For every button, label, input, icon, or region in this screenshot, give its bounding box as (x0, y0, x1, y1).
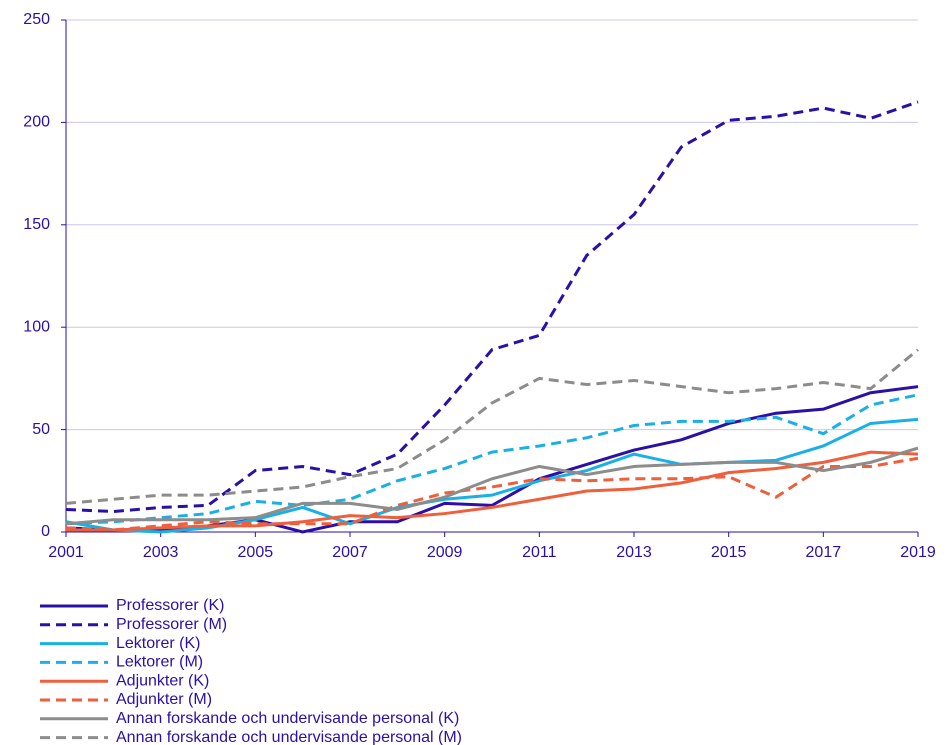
x-tick-label: 2015 (711, 544, 747, 561)
legend-label: Lektorer (K) (116, 635, 200, 652)
series-line (65, 348, 919, 505)
legend-label: Professorer (M) (116, 616, 227, 633)
y-tick-label: 50 (32, 421, 50, 438)
series-line (66, 450, 919, 532)
x-tick-label: 2017 (806, 544, 842, 561)
x-tick-label: 2011 (522, 544, 557, 561)
legend-label: Adjunkter (M) (116, 691, 212, 708)
x-tick-label: 2001 (48, 544, 84, 561)
x-tick-label: 2013 (616, 544, 652, 561)
x-tick-label: 2003 (143, 544, 179, 561)
x-tick-label: 2019 (900, 544, 936, 561)
legend-label: Annan forskande och undervisande persona… (116, 729, 462, 745)
series-line (65, 100, 919, 514)
y-tick-label: 150 (23, 216, 50, 233)
y-tick-label: 0 (41, 523, 50, 540)
series-line (65, 393, 919, 526)
y-tick-label: 200 (23, 114, 50, 131)
x-tick-label: 2005 (238, 544, 274, 561)
x-tick-label: 2009 (427, 544, 463, 561)
legend-label: Annan forskande och undervisande persona… (116, 710, 459, 727)
x-tick-label: 2007 (332, 544, 368, 561)
y-tick-label: 250 (23, 11, 50, 28)
legend-label: Adjunkter (K) (116, 672, 209, 689)
series-line (65, 446, 919, 526)
legend-label: Professorer (K) (116, 597, 224, 614)
legend-label: Lektorer (M) (116, 654, 203, 671)
series-line (65, 456, 919, 532)
series-line (65, 385, 919, 534)
series-line (65, 417, 919, 534)
y-tick-label: 100 (23, 318, 50, 335)
